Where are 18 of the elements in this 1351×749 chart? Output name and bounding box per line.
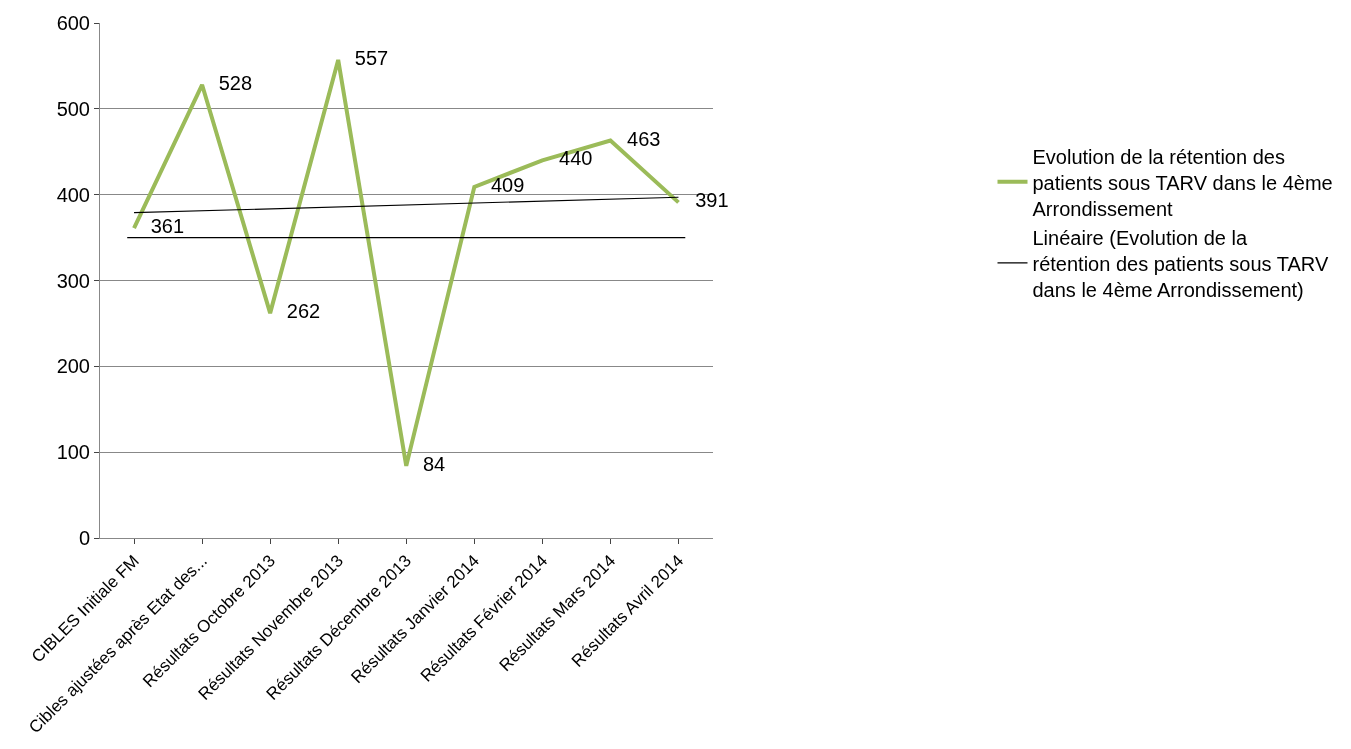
data-label: 409 [474,173,525,196]
legend-label: Linéaire (Evolution de la rétention des patients sous TARV dans le 4ème Arrondissement) [1032,226,1329,301]
data-label: 391 [678,189,729,212]
y-tick-label: 300 [56,269,90,292]
data-label: 557 [338,46,389,69]
y-tick-label: 200 [56,355,90,378]
y-tick-label: 600 [56,12,90,34]
y-tick-label: 400 [56,183,90,206]
data-label: 463 [610,127,661,150]
y-tick-label: 500 [56,97,90,120]
data-label: 528 [202,71,253,94]
y-tick-label: 0 [78,527,90,549]
data-label: 84 [406,452,446,475]
data-label: 440 [542,147,593,170]
y-tick-label: 100 [56,441,90,464]
data-label: 262 [270,300,321,323]
data-label: 361 [134,215,185,238]
legend-label: Evolution de la rétention des patients sous TARV dans le 4ème Arrondissement [1032,145,1333,220]
